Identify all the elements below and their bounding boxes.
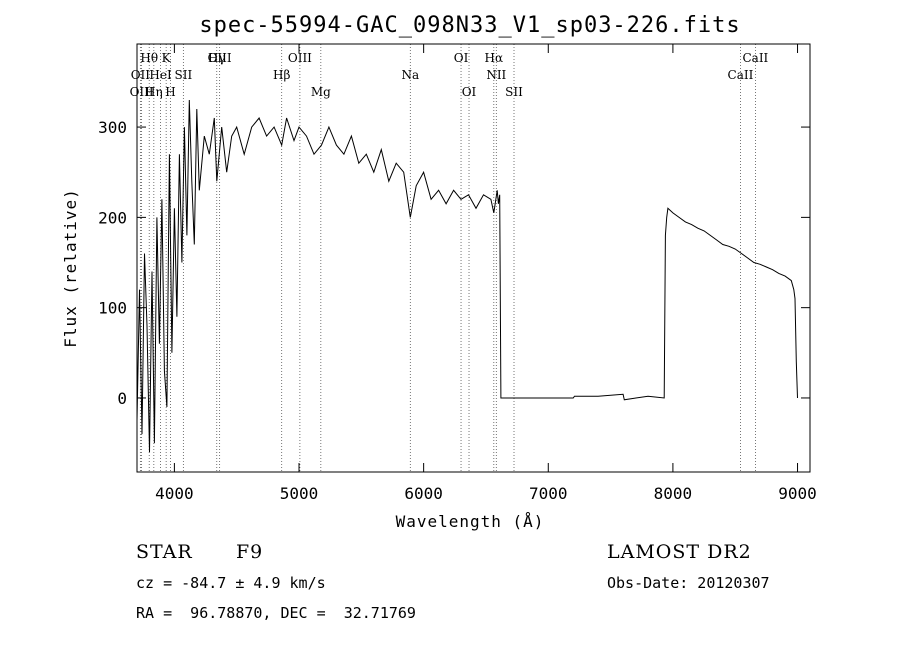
spectral-line-label: NII — [486, 68, 506, 82]
x-tick-label: 5000 — [280, 484, 319, 503]
spectral-line-label: H — [165, 85, 175, 99]
survey-name: LAMOST DR2 — [607, 541, 752, 563]
y-tick-label: 100 — [98, 299, 127, 318]
spectral-line-label: Na — [401, 68, 419, 82]
spectral-line-label: SII — [505, 85, 523, 99]
spectral-line-label: K — [162, 51, 172, 65]
x-tick-label: 9000 — [778, 484, 817, 503]
x-tick-label: 6000 — [404, 484, 443, 503]
obs-date: Obs-Date: 20120307 — [607, 574, 770, 592]
spectral-line-label: OI — [462, 85, 477, 99]
spectral-line-label: Hθ — [140, 51, 158, 65]
object-class: STAR — [136, 541, 193, 563]
coordinates: RA = 96.78870, DEC = 32.71769 — [136, 604, 416, 622]
redshift-text: cz = -84.7 ± 4.9 km/s — [136, 574, 326, 592]
spectral-line-label: Hα — [485, 51, 504, 65]
spectral-line-label: OIII — [130, 85, 154, 99]
plot-frame — [136, 43, 811, 473]
spectral-line-label: OIII — [208, 51, 232, 65]
spectral-line-label: OI — [454, 51, 469, 65]
spectral-line-label: HeI — [149, 68, 172, 82]
y-tick-label: 0 — [117, 389, 127, 408]
x-tick-label: 4000 — [155, 484, 194, 503]
spectral-line-label: SII — [175, 68, 193, 82]
spectral-line-label: OII — [131, 68, 151, 82]
y-axis-label: Flux (relative) — [61, 188, 80, 348]
x-tick-label: 8000 — [654, 484, 693, 503]
spectral-line-label: CaII — [728, 68, 754, 82]
spectral-line-label: CaII — [742, 51, 768, 65]
spectrum-line — [136, 99, 798, 453]
x-tick-label: 7000 — [529, 484, 568, 503]
chart-title: spec-55994-GAC_098N33_V1_sp03-226.fits — [199, 13, 740, 38]
y-tick-label: 200 — [98, 208, 127, 227]
spectral-line-label: Hγ — [208, 51, 226, 65]
spectral-line-label: Mg — [311, 85, 331, 99]
plot-area: 4000 5000 6000 7000 8000 9000 0 100 200 300 Hθ OII O… — [98, 43, 817, 503]
y-tick-label: 300 — [98, 118, 127, 137]
spectral-line-label: OIII — [288, 51, 312, 65]
x-axis-label: Wavelength (Å) — [396, 512, 545, 531]
spectral-line-label: Hβ — [273, 68, 290, 82]
object-subclass: F9 — [236, 541, 264, 563]
spectral-line-label: Hη — [145, 85, 163, 99]
